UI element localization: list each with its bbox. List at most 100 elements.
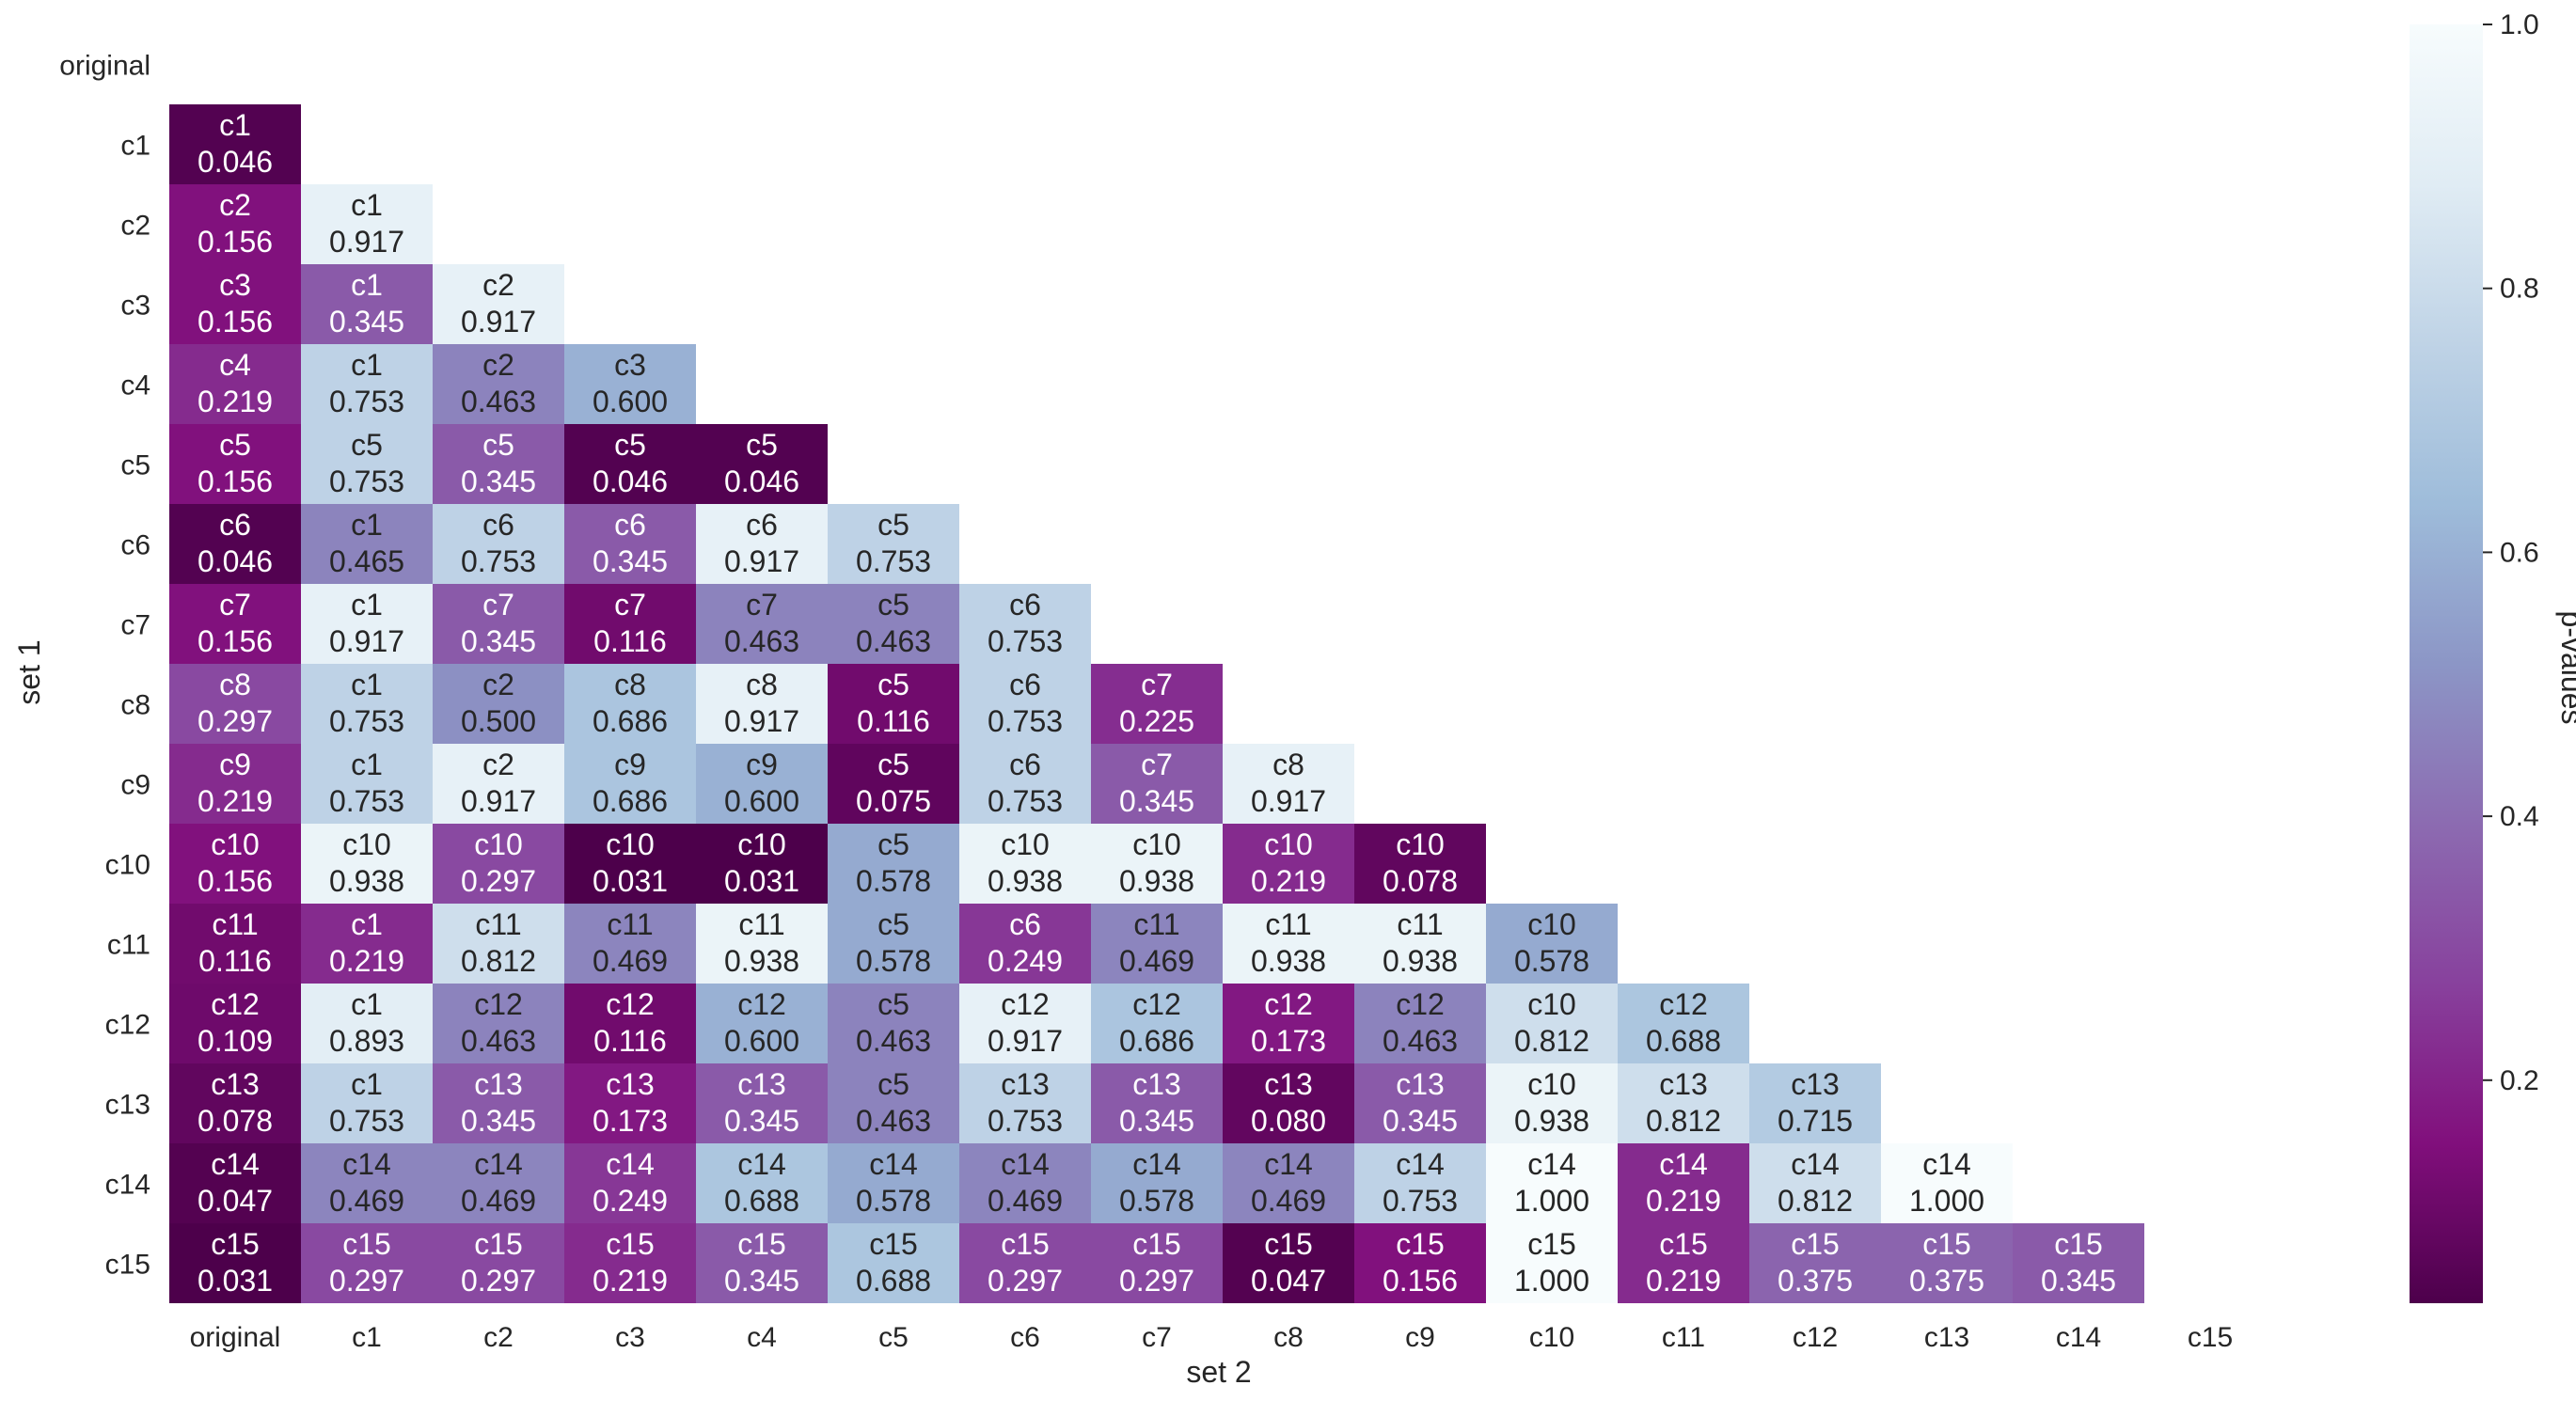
heatmap-cell-rect — [828, 744, 959, 824]
heatmap-cell: c60.345 — [564, 504, 696, 584]
cell-label: c7 — [1141, 748, 1173, 781]
cell-label: c3 — [219, 268, 251, 302]
cell-value: 0.578 — [1514, 944, 1589, 978]
cell-label: c5 — [482, 428, 514, 462]
heatmap-cell-rect — [1223, 1223, 1354, 1303]
heatmap-cell-rect — [564, 744, 696, 824]
x-axis-label: set 2 — [1186, 1355, 1251, 1389]
cell-label: c2 — [482, 348, 514, 382]
heatmap-cell: c10.465 — [301, 504, 433, 584]
cell-label: c15 — [737, 1227, 786, 1261]
cell-value: 0.715 — [1778, 1104, 1853, 1138]
cell-label: c13 — [1001, 1067, 1050, 1101]
heatmap-cell-rect — [433, 504, 564, 584]
cell-label: c7 — [746, 588, 778, 622]
cell-value: 0.297 — [461, 864, 536, 898]
x-tick-label: c14 — [2056, 1322, 2101, 1353]
heatmap-cell-rect — [696, 584, 828, 664]
heatmap-cell-rect — [169, 344, 301, 424]
heatmap-cell-rect — [828, 1063, 959, 1143]
y-tick-label: c2 — [120, 211, 150, 242]
heatmap-cell: c80.917 — [696, 664, 828, 744]
cell-label: c15 — [211, 1227, 260, 1261]
heatmap-cell-rect — [696, 744, 828, 824]
heatmap-cell: c10.753 — [301, 664, 433, 744]
cell-label: c13 — [1264, 1067, 1313, 1101]
cell-label: c13 — [1659, 1067, 1708, 1101]
cell-label: c14 — [737, 1147, 786, 1181]
heatmap-cell: c10.753 — [301, 344, 433, 424]
cell-label: c8 — [614, 668, 646, 701]
cell-label: c10 — [1527, 1067, 1576, 1101]
cell-label: c15 — [2054, 1227, 2103, 1261]
heatmap-cell: c10.046 — [169, 104, 301, 184]
cell-label: c8 — [746, 668, 778, 701]
heatmap-cell: c70.156 — [169, 584, 301, 664]
heatmap-cell-rect — [1223, 984, 1354, 1063]
heatmap-cell-rect — [433, 1063, 564, 1143]
cell-value: 0.686 — [593, 784, 668, 818]
cell-label: c15 — [1264, 1227, 1313, 1261]
heatmap-cell-rect — [169, 984, 301, 1063]
heatmap-cell: c60.046 — [169, 504, 301, 584]
cell-label: c6 — [1009, 748, 1041, 781]
cell-value: 0.688 — [1646, 1024, 1721, 1058]
cell-label: c6 — [219, 508, 251, 542]
heatmap-cell-rect — [1354, 1143, 1486, 1223]
cell-value: 0.463 — [856, 624, 931, 658]
heatmap-cell: c50.156 — [169, 424, 301, 504]
heatmap-cell-rect — [301, 744, 433, 824]
cell-label: c12 — [606, 987, 655, 1021]
cell-value: 0.156 — [198, 464, 273, 498]
cell-label: c5 — [877, 588, 909, 622]
heatmap-cell-rect — [169, 1063, 301, 1143]
heatmap-cell: c30.600 — [564, 344, 696, 424]
heatmap-cell-rect — [564, 1223, 696, 1303]
y-tick-label: c4 — [120, 370, 150, 401]
cell-value: 0.812 — [461, 944, 536, 978]
cell-label: c14 — [1001, 1147, 1050, 1181]
cell-label: c15 — [1132, 1227, 1181, 1261]
cell-label: c15 — [606, 1227, 655, 1261]
heatmap-cell-rect — [696, 1143, 828, 1223]
cell-value: 0.938 — [724, 944, 799, 978]
colorbar-label: p-values — [2555, 611, 2576, 725]
heatmap-cell-rect — [1354, 1223, 1486, 1303]
heatmap-cell-rect — [433, 744, 564, 824]
heatmap-cell: c10.753 — [301, 744, 433, 824]
cell-label: c14 — [1396, 1147, 1445, 1181]
cell-label: c13 — [737, 1067, 786, 1101]
cell-label: c10 — [1396, 827, 1445, 861]
heatmap-cell: c20.463 — [433, 344, 564, 424]
heatmap-cell-rect — [301, 584, 433, 664]
cell-value: 0.173 — [593, 1104, 668, 1138]
heatmap-cell-rect — [696, 1063, 828, 1143]
cell-label: c2 — [482, 748, 514, 781]
cell-value: 0.345 — [1119, 1104, 1194, 1138]
heatmap-cell: c10.345 — [301, 264, 433, 344]
heatmap-cell-rect — [828, 904, 959, 984]
heatmap-cell: c50.578 — [828, 904, 959, 984]
heatmap-cell-rect — [1223, 1063, 1354, 1143]
cell-value: 0.893 — [329, 1024, 404, 1058]
cell-value: 0.116 — [593, 624, 667, 658]
cell-label: c9 — [614, 748, 646, 781]
cell-value: 0.345 — [1383, 1104, 1458, 1138]
cell-value: 0.917 — [461, 305, 536, 338]
cell-value: 0.753 — [1383, 1184, 1458, 1218]
